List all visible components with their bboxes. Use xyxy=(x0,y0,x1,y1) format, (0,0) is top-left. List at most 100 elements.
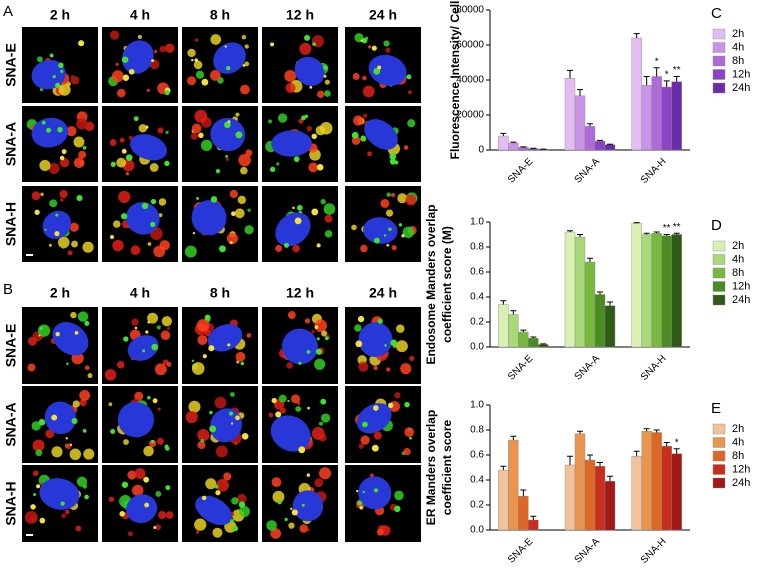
bar xyxy=(528,338,539,348)
stain-spot xyxy=(215,445,228,458)
stain-spot xyxy=(39,326,44,331)
stain-spot xyxy=(82,146,87,150)
stain-spot xyxy=(285,82,296,94)
stain-spot xyxy=(196,197,200,200)
bar xyxy=(518,147,529,151)
stain-spot xyxy=(78,150,87,159)
stain-spot xyxy=(122,74,130,81)
x-tick-label: SNA-A xyxy=(573,536,603,566)
stain-spot xyxy=(74,330,79,335)
stain-spot xyxy=(367,45,372,49)
nucleus xyxy=(122,40,154,74)
stain-spot xyxy=(121,56,129,63)
stain-spot xyxy=(151,343,159,351)
stain-spot xyxy=(314,358,326,370)
bar xyxy=(641,431,652,531)
bar xyxy=(498,304,509,348)
stain-spot xyxy=(396,324,405,333)
stain-spot xyxy=(116,157,127,168)
x-tick-label: SNA-A xyxy=(573,353,603,383)
stain-spot xyxy=(82,428,87,433)
stain-spot xyxy=(161,316,172,327)
stain-spot xyxy=(235,112,240,117)
y-tick-label: 0.6 xyxy=(470,267,484,278)
stain-spot xyxy=(110,161,116,167)
y-tick-label: 20000 xyxy=(456,110,484,121)
stain-spot xyxy=(66,362,69,365)
bar xyxy=(538,344,549,348)
stain-spot xyxy=(358,361,369,372)
row-label: SNA-E xyxy=(3,324,19,368)
stain-spot xyxy=(323,203,336,215)
stain-spot xyxy=(226,65,231,71)
stain-spot xyxy=(405,194,417,206)
stain-spot xyxy=(197,428,210,442)
bar xyxy=(671,234,682,348)
nucleus xyxy=(52,322,89,356)
stain-spot xyxy=(115,62,119,66)
stain-spot xyxy=(194,518,207,531)
stain-spot xyxy=(54,231,60,237)
stain-spot xyxy=(387,402,394,409)
stain-spot xyxy=(355,340,363,348)
stain-spot xyxy=(198,132,204,138)
stain-spot xyxy=(275,411,282,418)
stain-spot xyxy=(134,468,146,479)
legend-swatch xyxy=(712,450,726,462)
stain-spot xyxy=(241,35,247,40)
y-axis-label: ER Manders overlap xyxy=(424,410,438,525)
stain-spot xyxy=(232,525,239,532)
stain-spot xyxy=(324,214,333,223)
stain-spot xyxy=(156,437,164,445)
stain-spot xyxy=(215,490,221,496)
row-label: SNA-H xyxy=(3,202,19,246)
stain-spot xyxy=(238,506,250,517)
stain-spot xyxy=(377,318,383,324)
stain-spot xyxy=(109,30,120,40)
stain-spot xyxy=(51,414,58,421)
stain-spot xyxy=(141,202,149,210)
stain-spot xyxy=(230,392,235,397)
stain-spot xyxy=(27,336,37,346)
stain-spot xyxy=(371,444,379,452)
stain-spot xyxy=(240,84,250,95)
stain-spot xyxy=(194,109,208,123)
stain-spot xyxy=(116,88,126,98)
y-tick-label: 1.0 xyxy=(470,400,484,411)
column-header: 24 h xyxy=(369,285,397,301)
stain-spot xyxy=(151,439,155,444)
stain-spot xyxy=(127,470,137,480)
stain-spot xyxy=(373,237,380,244)
stain-spot xyxy=(32,470,39,477)
stain-spot xyxy=(230,519,234,523)
stain-spot xyxy=(215,169,221,174)
stain-spot xyxy=(79,160,85,166)
stain-spot xyxy=(164,160,170,167)
stain-spot xyxy=(315,348,323,355)
stain-spot xyxy=(38,419,46,426)
stain-spot xyxy=(244,225,254,235)
nucleus xyxy=(358,322,393,358)
stain-spot xyxy=(210,196,218,203)
panel-letter: C xyxy=(711,5,722,22)
bar xyxy=(671,453,682,531)
nucleus xyxy=(127,335,159,361)
stain-spot xyxy=(196,319,210,332)
stain-spot xyxy=(319,122,333,135)
stain-spot xyxy=(39,517,46,524)
stain-spot xyxy=(298,361,302,365)
stain-spot xyxy=(165,511,174,519)
stain-spot xyxy=(49,53,54,58)
stain-spot xyxy=(225,155,229,158)
stain-spot xyxy=(67,250,73,256)
bar xyxy=(651,76,662,151)
bar xyxy=(528,519,539,531)
stain-spot xyxy=(223,472,232,481)
stain-spot xyxy=(187,76,197,86)
x-tick-label: SNA-E xyxy=(506,536,536,566)
bar xyxy=(661,235,672,348)
stain-spot xyxy=(236,493,247,504)
stain-spot xyxy=(216,478,229,492)
y-tick-label: 0.8 xyxy=(470,425,484,436)
stain-spot xyxy=(113,220,121,228)
